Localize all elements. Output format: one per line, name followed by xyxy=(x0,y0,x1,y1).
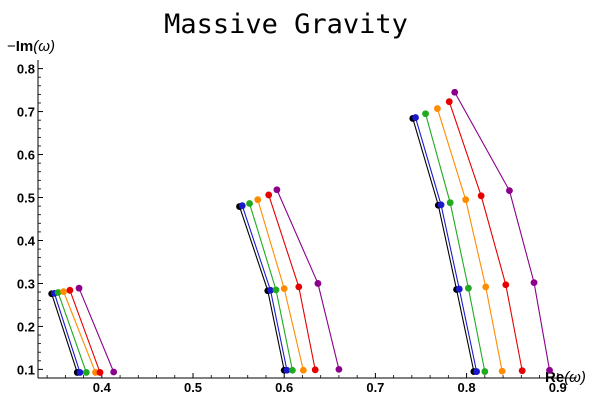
series-4-points xyxy=(66,98,526,376)
series-line xyxy=(268,194,316,370)
x-tick-label: 0.6 xyxy=(275,380,293,393)
x-tick-label: 0.4 xyxy=(93,380,112,393)
series-layer xyxy=(48,88,553,376)
data-point xyxy=(82,369,90,376)
data-point xyxy=(280,285,288,293)
data-point xyxy=(502,281,510,289)
data-point xyxy=(506,187,513,195)
data-point xyxy=(518,367,526,375)
data-point xyxy=(54,289,62,296)
series-2 xyxy=(57,113,486,373)
y-tick-label: 0.7 xyxy=(17,105,35,120)
series-line xyxy=(53,293,81,373)
x-tick-label: 0.8 xyxy=(458,380,476,393)
y-tick-label: 0.2 xyxy=(17,319,35,334)
y-tick-label: 0.4 xyxy=(17,233,36,248)
data-point xyxy=(246,200,253,207)
data-point xyxy=(238,202,246,210)
y-axis-label: −Im(ω) xyxy=(7,38,55,55)
data-point xyxy=(75,284,83,292)
x-tick-label: 0.5 xyxy=(184,380,202,393)
data-point xyxy=(60,288,67,296)
data-point xyxy=(473,368,481,375)
chart-title: Massive Gravity xyxy=(164,9,408,40)
data-point xyxy=(462,196,470,204)
series-2-points xyxy=(54,110,489,376)
y-axis-ticks: 0.1 0.2 0.3 0.4 0.5 0.6 0.7 0.8 xyxy=(17,62,43,377)
data-point xyxy=(482,283,490,291)
data-point xyxy=(412,114,419,121)
data-point xyxy=(76,369,84,376)
series-line xyxy=(63,291,96,373)
series-3 xyxy=(63,108,503,373)
y-tick-label: 0.8 xyxy=(17,62,35,77)
series-3-points xyxy=(60,105,506,376)
y-tick-label: 0.6 xyxy=(17,148,35,163)
data-point xyxy=(465,284,472,292)
series-line xyxy=(51,293,78,373)
data-point xyxy=(437,201,445,209)
data-point xyxy=(451,88,459,96)
series-line xyxy=(78,287,115,373)
data-point xyxy=(311,366,319,374)
data-point xyxy=(267,286,274,294)
series-5 xyxy=(78,91,551,373)
data-point xyxy=(295,283,303,291)
data-point xyxy=(445,98,453,106)
series-line xyxy=(454,91,551,371)
data-point xyxy=(481,368,489,375)
data-point xyxy=(66,286,74,294)
series-line xyxy=(425,113,486,372)
series-5-points xyxy=(75,88,553,376)
data-point xyxy=(273,186,281,194)
series-1 xyxy=(53,117,478,373)
series-line xyxy=(448,101,523,371)
data-point xyxy=(335,366,343,373)
series-line xyxy=(57,292,87,373)
series-line xyxy=(69,290,101,373)
data-point xyxy=(422,110,429,118)
y-tick-label: 0.5 xyxy=(17,191,35,206)
data-point xyxy=(477,192,485,200)
data-point xyxy=(110,368,118,376)
data-point xyxy=(254,196,262,204)
data-point xyxy=(314,280,322,287)
data-point xyxy=(498,367,506,375)
y-tick-label: 0.1 xyxy=(17,362,35,377)
data-point xyxy=(272,286,280,294)
data-point xyxy=(455,285,463,293)
data-point xyxy=(265,191,273,199)
x-tick-label: 0.7 xyxy=(366,380,384,393)
data-point xyxy=(299,366,307,374)
data-point xyxy=(530,279,538,286)
series-line xyxy=(436,108,503,372)
data-point xyxy=(546,366,553,374)
data-point xyxy=(283,366,291,374)
series-1-points xyxy=(51,114,481,376)
x-tick-label: 0.9 xyxy=(549,380,567,393)
data-point xyxy=(433,105,441,112)
data-point xyxy=(289,366,296,374)
series-line xyxy=(414,117,478,372)
x-axis-ticks: 0.4 0.5 0.6 0.7 0.8 0.9 xyxy=(46,373,577,393)
series-4 xyxy=(69,101,523,373)
y-tick-label: 0.3 xyxy=(17,276,35,291)
data-point xyxy=(446,199,454,207)
data-point xyxy=(96,369,104,376)
series-line xyxy=(412,118,475,372)
